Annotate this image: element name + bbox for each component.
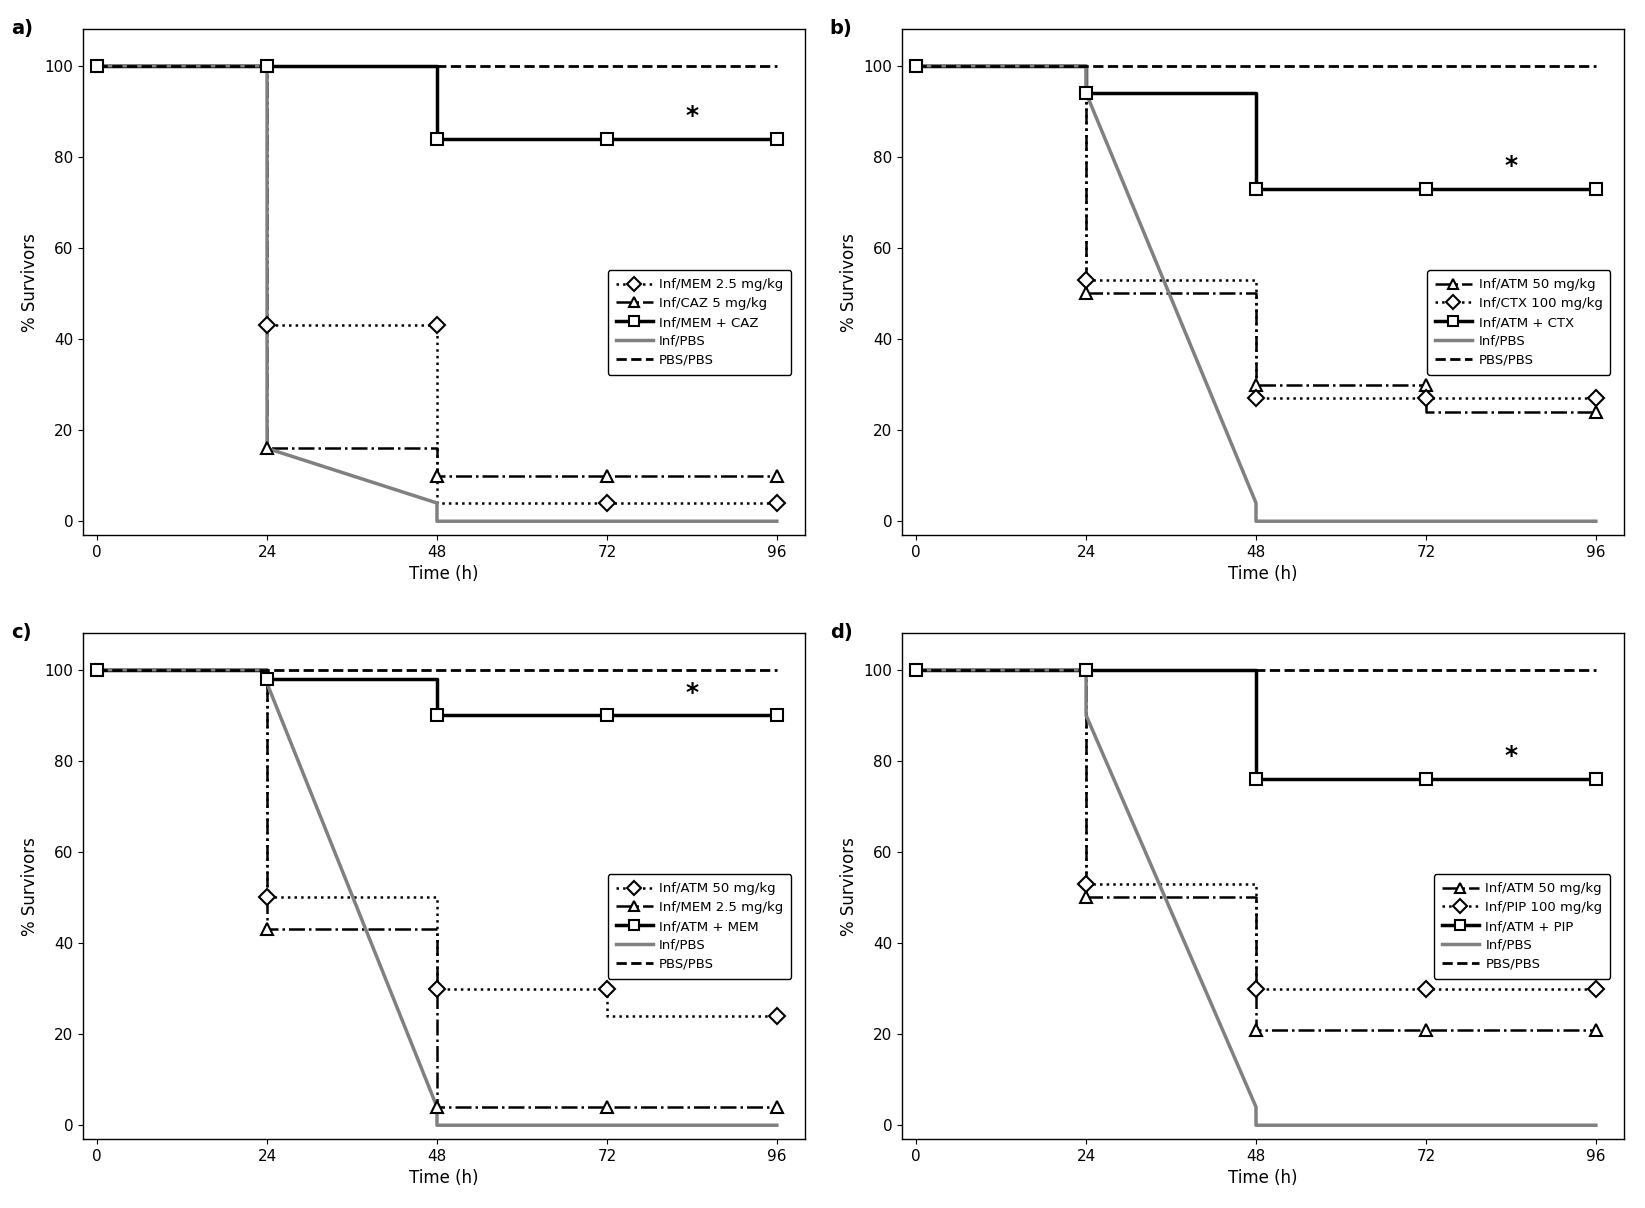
Text: c): c)	[12, 623, 31, 643]
Y-axis label: % Survivors: % Survivors	[841, 233, 857, 331]
X-axis label: Time (h): Time (h)	[1229, 1169, 1298, 1187]
Y-axis label: % Survivors: % Survivors	[841, 837, 857, 935]
Text: a): a)	[12, 19, 33, 39]
Text: *: *	[686, 680, 699, 704]
X-axis label: Time (h): Time (h)	[1229, 565, 1298, 583]
Legend: Inf/ATM 50 mg/kg, Inf/CTX 100 mg/kg, Inf/ATM + CTX, Inf/PBS, PBS/PBS: Inf/ATM 50 mg/kg, Inf/CTX 100 mg/kg, Inf…	[1428, 271, 1610, 374]
Y-axis label: % Survivors: % Survivors	[21, 233, 39, 331]
X-axis label: Time (h): Time (h)	[410, 565, 479, 583]
Y-axis label: % Survivors: % Survivors	[21, 837, 39, 935]
Text: *: *	[1504, 744, 1517, 768]
Legend: Inf/ATM 50 mg/kg, Inf/MEM 2.5 mg/kg, Inf/ATM + MEM, Inf/PBS, PBS/PBS: Inf/ATM 50 mg/kg, Inf/MEM 2.5 mg/kg, Inf…	[607, 875, 791, 978]
X-axis label: Time (h): Time (h)	[410, 1169, 479, 1187]
Text: *: *	[686, 104, 699, 128]
Legend: Inf/ATM 50 mg/kg, Inf/PIP 100 mg/kg, Inf/ATM + PIP, Inf/PBS, PBS/PBS: Inf/ATM 50 mg/kg, Inf/PIP 100 mg/kg, Inf…	[1434, 875, 1610, 978]
Legend: Inf/MEM 2.5 mg/kg, Inf/CAZ 5 mg/kg, Inf/MEM + CAZ, Inf/PBS, PBS/PBS: Inf/MEM 2.5 mg/kg, Inf/CAZ 5 mg/kg, Inf/…	[607, 271, 791, 374]
Text: b): b)	[829, 19, 852, 39]
Text: *: *	[1504, 153, 1517, 178]
Text: d): d)	[829, 623, 852, 643]
